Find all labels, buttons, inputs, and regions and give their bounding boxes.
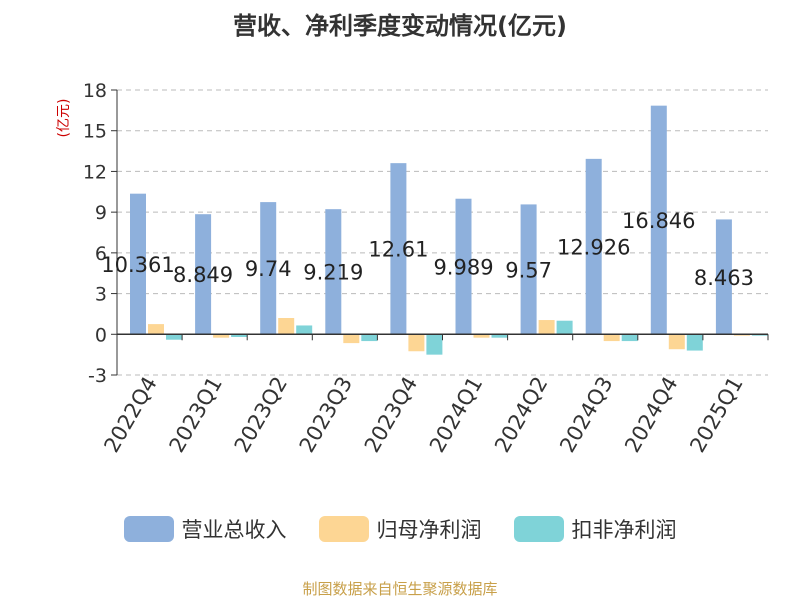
bar-deducted-net-profit xyxy=(166,334,182,340)
bar-deducted-net-profit xyxy=(491,334,508,338)
y-tick-label: 0 xyxy=(95,324,107,346)
legend-swatch xyxy=(318,516,369,542)
bar-net-profit xyxy=(213,334,230,338)
data-label: 9.74 xyxy=(245,257,292,281)
legend-swatch xyxy=(123,516,174,542)
bar-net-profit xyxy=(278,318,295,335)
bar-net-profit xyxy=(343,334,360,344)
bar-net-profit xyxy=(408,334,425,352)
bar-revenue xyxy=(195,214,212,335)
bar-deducted-net-profit xyxy=(361,334,378,342)
bar-net-profit xyxy=(473,334,490,338)
bar-deducted-net-profit xyxy=(556,320,573,335)
data-label: 10.361 xyxy=(101,253,174,277)
x-tick-label: 2023Q1 xyxy=(165,373,227,457)
legend-item[interactable]: 营业总收入 xyxy=(123,514,287,544)
x-tick-label: 2023Q3 xyxy=(295,373,357,457)
bar-deducted-net-profit xyxy=(686,334,703,351)
legend-label: 扣非净利润 xyxy=(571,518,677,542)
legend-swatch xyxy=(513,516,564,542)
bar-revenue xyxy=(585,158,602,335)
bar-deducted-net-profit xyxy=(621,334,638,342)
data-label: 9.57 xyxy=(505,258,552,282)
y-tick-label: 18 xyxy=(83,80,107,102)
bars xyxy=(130,105,768,355)
bar-net-profit xyxy=(668,334,685,350)
x-tick-label: 2023Q4 xyxy=(360,373,422,457)
bar-revenue xyxy=(130,193,146,335)
x-tick-label: 2023Q2 xyxy=(230,373,292,457)
y-tick-label: 12 xyxy=(83,161,107,183)
data-label: 9.989 xyxy=(433,256,493,280)
legend: 营业总收入 归母净利润 扣非净利润 xyxy=(0,514,800,544)
data-label: 12.61 xyxy=(368,238,428,262)
bar-net-profit xyxy=(603,334,620,342)
bar-revenue xyxy=(260,202,277,335)
source-note: 制图数据来自恒生聚源数据库 xyxy=(302,580,498,598)
bar-revenue xyxy=(455,198,472,335)
bar-revenue xyxy=(520,204,537,335)
data-label: 12.926 xyxy=(557,236,630,260)
bar-net-profit xyxy=(538,320,555,335)
legend-label: 归母净利润 xyxy=(376,518,482,542)
legend-item[interactable]: 归母净利润 xyxy=(318,514,482,544)
bar-deducted-net-profit xyxy=(296,325,313,335)
x-tick-label: 2024Q3 xyxy=(555,373,617,457)
x-tick-label: 2024Q1 xyxy=(425,373,487,457)
bar-revenue xyxy=(390,163,407,335)
data-label: 9.219 xyxy=(303,261,363,285)
legend-label: 营业总收入 xyxy=(181,518,287,542)
bar-deducted-net-profit xyxy=(426,334,443,355)
data-label: 8.463 xyxy=(694,266,754,290)
x-tick-label: 2025Q1 xyxy=(685,373,747,457)
y-axis-title: (亿元) xyxy=(56,99,72,138)
bar-revenue xyxy=(715,219,732,335)
x-tick-label: 2022Q4 xyxy=(99,373,161,457)
y-tick-label: 9 xyxy=(95,202,107,224)
bar-revenue xyxy=(325,209,342,335)
legend-item[interactable]: 扣非净利润 xyxy=(513,514,677,544)
x-tick-label: 2024Q2 xyxy=(490,373,552,457)
y-tick-label: -3 xyxy=(88,365,107,387)
data-label: 8.849 xyxy=(173,263,233,287)
bar-revenue xyxy=(650,105,667,335)
x-tick-label: 2024Q4 xyxy=(620,373,682,457)
data-label: 16.846 xyxy=(622,209,695,233)
bar-net-profit xyxy=(148,324,164,335)
y-tick-label: 6 xyxy=(95,243,107,265)
y-tick-label: 3 xyxy=(95,284,107,306)
bar-deducted-net-profit xyxy=(231,334,248,337)
chart-title: 营收、净利季度变动情况(亿元) xyxy=(233,12,567,40)
y-tick-label: 15 xyxy=(83,121,107,143)
